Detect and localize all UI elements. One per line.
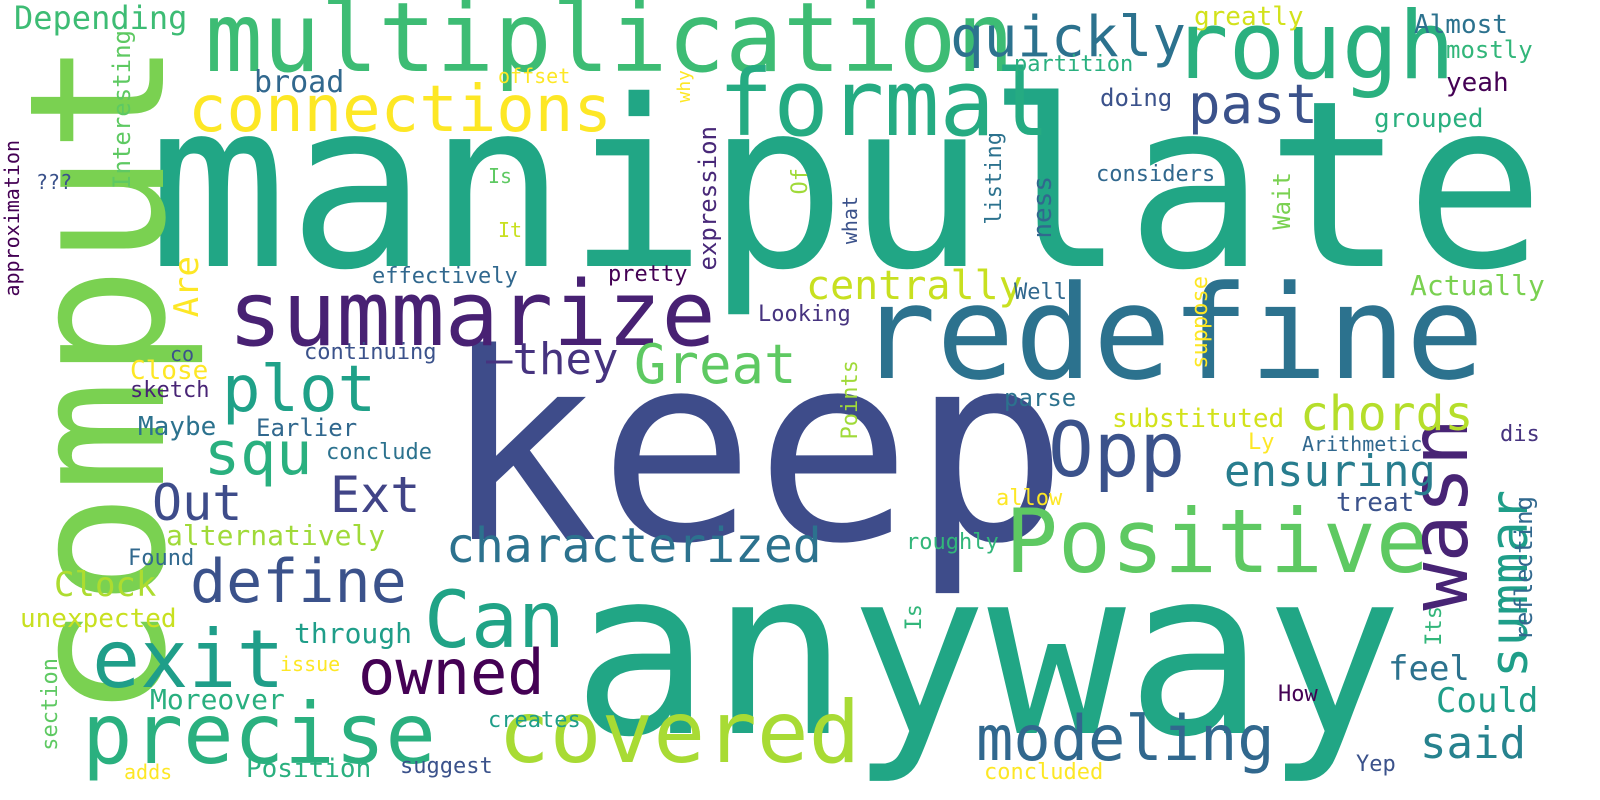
word-0: manipulate	[148, 51, 1545, 321]
word-4: redefine	[858, 257, 1485, 409]
word-69: co	[170, 342, 195, 366]
word-57: doing	[1100, 84, 1173, 112]
word-8: summarize	[228, 262, 716, 367]
word-96: Position	[246, 754, 372, 784]
word-70: continuing	[304, 340, 437, 365]
word-58: grouped	[1374, 104, 1484, 134]
word-33: centrally	[806, 263, 1023, 309]
word-48: It	[498, 218, 523, 242]
word-10: connections	[188, 73, 612, 147]
word-20: squ	[204, 419, 313, 489]
word-98: concluded	[984, 760, 1104, 785]
word-27: chords	[1300, 386, 1474, 442]
word-77: Points	[838, 360, 863, 440]
word-14: past	[1188, 73, 1319, 136]
word-88: unexpected	[20, 604, 177, 634]
word-9: Positive	[1005, 490, 1429, 593]
word-40: broad	[254, 65, 345, 100]
word-85: allow	[996, 486, 1063, 511]
word-65: Are	[167, 256, 207, 318]
word-23: define	[190, 547, 407, 617]
word-12: precise	[82, 685, 437, 783]
word-26: characterized	[446, 518, 822, 574]
word-97: suggest	[400, 754, 493, 779]
word-38: Could	[1436, 681, 1539, 721]
word-2: anyway	[572, 521, 1403, 788]
word-66: Looking	[758, 302, 851, 327]
word-82: dis	[1500, 422, 1540, 447]
word-61: ness	[1028, 176, 1058, 239]
word-94: creates	[488, 708, 581, 733]
word-52: greatly	[1194, 2, 1304, 32]
word-25: modeling	[976, 702, 1275, 775]
word-71: Close	[130, 356, 209, 386]
word-73: Maybe	[138, 412, 217, 442]
word-21: Can	[424, 576, 565, 666]
word-55: partition	[1014, 52, 1134, 77]
word-22: exit	[92, 613, 285, 706]
word-32: —they	[486, 334, 619, 385]
word-28: ensuring	[1224, 446, 1436, 497]
word-39: Moreover	[150, 683, 285, 716]
word-99: Yep	[1356, 752, 1396, 777]
word-78: suppose	[1188, 276, 1213, 369]
word-18: Great	[634, 333, 797, 396]
word-90: Its	[1422, 606, 1447, 646]
word-63: effectively	[372, 264, 518, 289]
word-72: sketch	[130, 378, 210, 403]
word-95: adds	[124, 760, 173, 784]
word-91: issue	[280, 652, 341, 676]
word-17: Opp	[1048, 405, 1186, 494]
word-86: roughly	[906, 530, 999, 555]
word-92: How	[1278, 682, 1318, 707]
word-30: Out	[152, 474, 243, 532]
word-41: Depending	[14, 0, 188, 37]
word-34: Clock	[54, 565, 157, 605]
word-1: keep	[442, 299, 1069, 601]
word-60: listing	[982, 132, 1007, 225]
word-62: Wait	[1268, 172, 1296, 230]
word-51: expression	[694, 126, 722, 271]
word-81: Arithmetic	[1302, 432, 1423, 456]
word-6: rough	[1172, 0, 1455, 101]
word-83: treat	[1336, 488, 1415, 518]
word-93: section	[38, 658, 63, 751]
word-59: considers	[1096, 162, 1216, 187]
word-80: Ly	[1248, 430, 1275, 455]
word-64: pretty	[608, 262, 688, 287]
word-56: yeah	[1446, 68, 1509, 98]
word-5: multiplication	[205, 0, 1015, 94]
word-13: quickly	[950, 5, 1187, 70]
word-50: what	[838, 196, 862, 245]
word-75: conclude	[326, 440, 432, 465]
word-67: Well	[1014, 280, 1067, 305]
word-76: parse	[1004, 384, 1077, 412]
word-84: reflecting	[1510, 496, 1538, 641]
word-35: alternatively	[166, 519, 386, 552]
word-74: Earlier	[256, 414, 358, 442]
word-53: Almost	[1414, 10, 1508, 40]
word-44: ???	[36, 170, 73, 194]
word-89: Is	[902, 604, 927, 631]
word-87: Found	[128, 546, 195, 571]
word-68: Actually	[1410, 269, 1545, 302]
word-43: approximation	[0, 140, 24, 297]
word-36: through	[294, 617, 413, 650]
word-31: Ext	[330, 466, 421, 524]
word-79: substituted	[1112, 404, 1285, 434]
word-24: owned	[358, 636, 545, 709]
word-46: why	[674, 70, 695, 103]
word-29: said	[1420, 718, 1526, 769]
word-45: offset	[498, 64, 571, 88]
word-47: Is	[488, 164, 513, 188]
word-42: Interesting	[108, 30, 136, 189]
word-11: covered	[498, 683, 861, 783]
word-7: formal	[718, 50, 1051, 157]
word-54: mostly	[1446, 36, 1533, 64]
word-49: Of	[788, 168, 813, 195]
word-37: feel	[1388, 649, 1470, 689]
word-19: plot	[222, 353, 377, 427]
